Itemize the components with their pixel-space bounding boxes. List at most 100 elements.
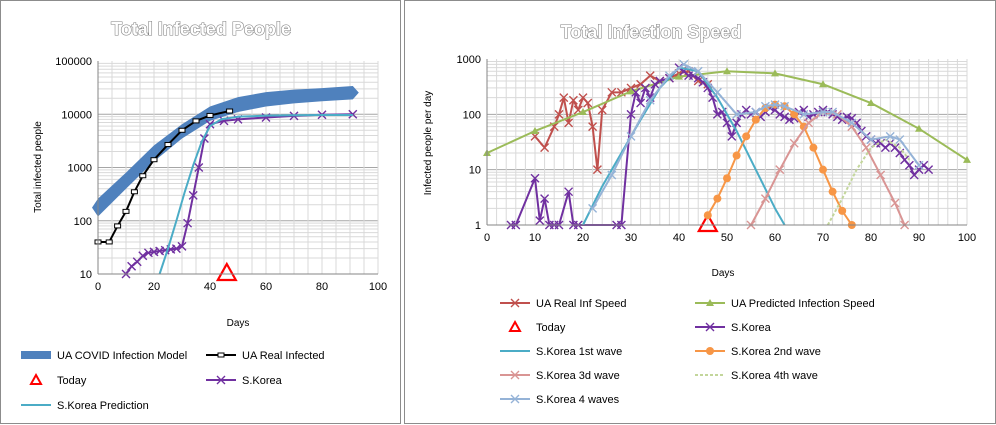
series-ua-real-infected-marker bbox=[139, 173, 147, 179]
series-ua-predicted-infection-speed-marker bbox=[627, 87, 635, 95]
legend: UA COVID Infection Model UA Real Infected… bbox=[21, 350, 325, 412]
series-s-korea-marker bbox=[194, 163, 204, 172]
series-ua-real-inf-speed-marker bbox=[568, 95, 578, 105]
legend-swatch bbox=[508, 319, 522, 332]
series-s-korea-3d-wave-marker bbox=[804, 118, 814, 128]
series-s-korea-prediction-line bbox=[158, 113, 353, 275]
y-tick-label: 1000 bbox=[457, 54, 481, 66]
today-marker bbox=[696, 212, 719, 233]
legend-swatch bbox=[21, 351, 51, 359]
series-ua-real-inf-speed-marker bbox=[540, 143, 550, 153]
legend-item-s-korea: S.Korea bbox=[206, 375, 283, 387]
series-s-korea-3d-wave-marker bbox=[775, 165, 785, 175]
y-axis-label: Infected people per day bbox=[423, 91, 434, 196]
series-s-korea-3d-wave-line bbox=[750, 111, 906, 226]
x-tick-label: 60 bbox=[260, 281, 272, 293]
series-s-korea-2nd-wave-marker bbox=[790, 110, 799, 119]
chart-panel-infection-speed: 0 10 20 30 40 50 60 70 80 90 100 1 10 100 1000 Total I… bbox=[404, 0, 996, 424]
series-s-korea-4-waves-marker bbox=[626, 131, 636, 141]
series-ua-real-inf-speed-marker bbox=[583, 98, 593, 108]
x-tick-label: 60 bbox=[769, 232, 781, 244]
series-ua-real-infected-marker bbox=[105, 239, 113, 245]
series-s-korea-marker bbox=[188, 190, 198, 200]
series-ua-real-inf-speed-marker bbox=[554, 109, 564, 119]
y-axis-label: Total infected people bbox=[33, 121, 44, 213]
y-tick-label: 10000 bbox=[61, 109, 92, 121]
x-tick-label: 30 bbox=[625, 232, 637, 244]
series-s-korea-marker bbox=[904, 160, 914, 170]
x-tick-label: 20 bbox=[148, 281, 160, 293]
series-s-korea-3d-wave-marker bbox=[876, 170, 886, 180]
plot-axes: 0 20 40 60 80 100 10 100 1000 10000 100000 bbox=[55, 56, 387, 293]
series-s-korea-marker bbox=[564, 187, 574, 197]
series-ua-predicted-infection-speed-marker bbox=[819, 80, 827, 88]
series-s-korea-4-waves-marker bbox=[780, 101, 790, 111]
series-ua-real-infected-marker bbox=[164, 142, 172, 148]
series-ua-predicted-infection-speed-marker bbox=[867, 99, 875, 107]
series-s-korea-4-waves-marker bbox=[693, 66, 703, 76]
legend-label: S.Korea 3d wave bbox=[536, 370, 620, 382]
series-s-korea-3d-wave-marker bbox=[890, 198, 900, 208]
plot-series bbox=[483, 59, 971, 233]
today-marker bbox=[215, 261, 238, 282]
legend-label: UA COVID Infection Model bbox=[57, 350, 187, 362]
legend-swatch bbox=[29, 372, 43, 385]
legend-label: UA Real Infected bbox=[242, 350, 325, 362]
x-tick-label: 80 bbox=[865, 232, 877, 244]
legend-item-ua-real-inf-speed: UA Real Inf Speed bbox=[500, 298, 627, 310]
series-ua-predicted-infection-speed-marker bbox=[723, 67, 731, 75]
legend-label: S.Korea bbox=[242, 375, 283, 387]
legend-marker bbox=[217, 352, 225, 358]
series-s-korea-marker bbox=[540, 194, 550, 204]
legend-item-s-korea-4-waves: S.Korea 4 waves bbox=[500, 394, 620, 406]
series-ua-real-infected-marker bbox=[150, 157, 158, 163]
series-s-korea-4-waves-marker bbox=[847, 118, 857, 128]
series-ua-real-inf-speed-marker bbox=[592, 165, 602, 175]
series-s-korea-marker bbox=[171, 244, 181, 254]
series-s-korea-marker bbox=[727, 131, 737, 141]
series-ua-predicted-infection-speed-marker bbox=[531, 126, 539, 134]
x-tick-label: 40 bbox=[204, 281, 216, 293]
series-s-korea-marker bbox=[127, 261, 137, 271]
series-s-korea-marker bbox=[183, 218, 193, 228]
series-s-korea-marker bbox=[650, 79, 660, 89]
series-ua-real-inf-speed-marker bbox=[645, 71, 655, 81]
series-s-korea-2nd-wave-marker bbox=[713, 194, 722, 203]
legend-item-today: Today bbox=[29, 372, 87, 387]
series-today bbox=[696, 212, 719, 233]
legend: UA Real Inf Speed UA Predicted Infection … bbox=[500, 298, 875, 406]
series-ua-real-infected-marker bbox=[114, 223, 122, 229]
legend-label: Today bbox=[57, 375, 87, 387]
series-s-korea-4-waves-marker bbox=[895, 135, 905, 145]
x-tick-label: 70 bbox=[817, 232, 829, 244]
series-s-korea-marker bbox=[775, 109, 785, 119]
legend-item-ua-covid-infection-model: UA COVID Infection Model bbox=[21, 350, 187, 362]
series-s-korea-marker bbox=[138, 251, 148, 261]
legend-marker bbox=[216, 375, 226, 385]
series-today bbox=[215, 261, 238, 282]
series-s-korea-4-waves-marker bbox=[799, 109, 809, 119]
x-tick-label: 80 bbox=[316, 281, 328, 293]
series-s-korea-4-waves-marker bbox=[645, 95, 655, 105]
series-ua-real-infected-marker bbox=[130, 189, 138, 195]
legend-label: S.Korea bbox=[731, 322, 772, 334]
plot-grid bbox=[486, 59, 968, 226]
y-tick-label: 100 bbox=[463, 109, 481, 121]
legend-item-s-korea-2nd-wave: S.Korea 2nd wave bbox=[695, 346, 821, 358]
series-s-korea-2nd-wave-marker bbox=[809, 143, 818, 152]
series-s-korea-2nd-wave-marker bbox=[742, 132, 751, 141]
y-tick-label: 10 bbox=[80, 269, 92, 281]
series-s-korea-4-waves-marker bbox=[866, 135, 876, 145]
series-s-korea-2nd-wave-marker bbox=[732, 151, 741, 160]
series-s-korea-2nd-wave-marker bbox=[828, 187, 837, 196]
x-tick-label: 0 bbox=[95, 281, 101, 293]
series-ua-real-infected-marker bbox=[122, 208, 130, 214]
series-ua-real-inf-speed-marker bbox=[597, 105, 607, 115]
series-ua-real-inf-speed-marker bbox=[607, 87, 617, 97]
series-s-korea-4-waves-marker bbox=[679, 59, 689, 69]
series-s-korea-4-waves-marker bbox=[760, 101, 770, 111]
legend-marker bbox=[706, 299, 714, 306]
series-s-korea-4-waves-marker bbox=[664, 71, 674, 81]
legend-label: S.Korea 1st wave bbox=[536, 346, 622, 358]
series-s-korea-2nd-wave-marker bbox=[838, 206, 847, 215]
